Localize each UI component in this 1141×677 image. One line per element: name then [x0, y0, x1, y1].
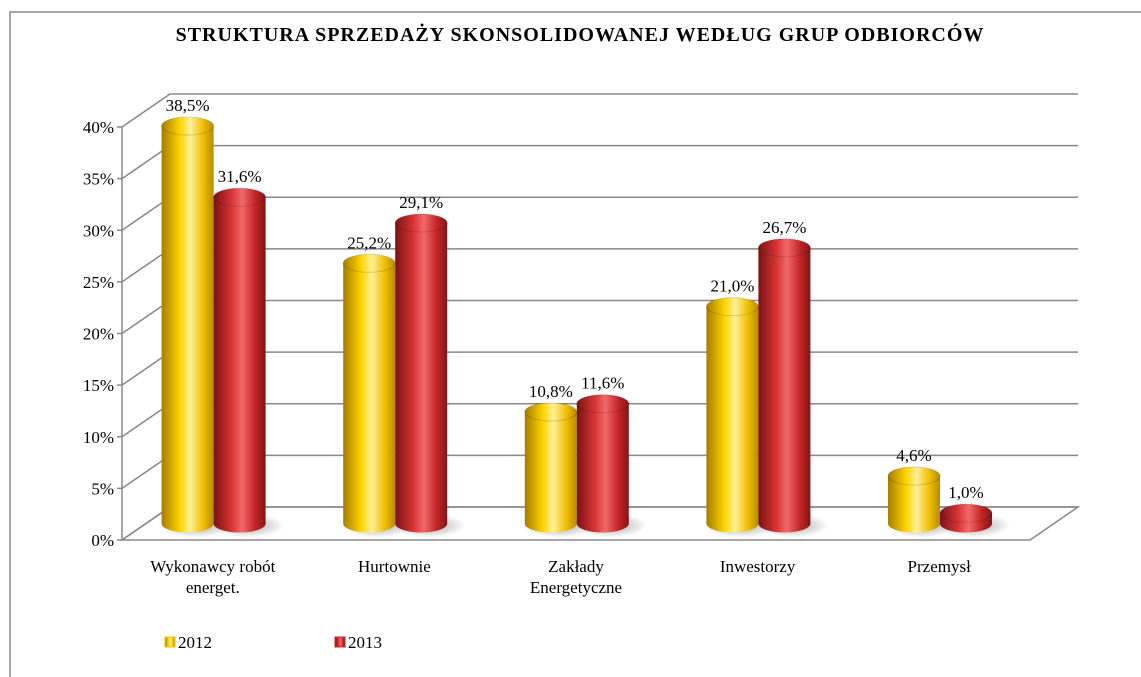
- chart-title: STRUKTURA SPRZEDAŻY SKONSOLIDOWANEJ WEDŁ…: [175, 24, 985, 46]
- value-label: 26,7%: [762, 218, 806, 237]
- y-tick-label: 15%: [83, 376, 114, 395]
- y-tick-label: 40%: [83, 118, 114, 137]
- bar-top: [757, 238, 811, 258]
- bar: [343, 263, 396, 533]
- value-label: 31,6%: [218, 167, 262, 186]
- value-label: 29,1%: [399, 193, 443, 212]
- x-tick-label: Inwestorzy: [719, 557, 796, 576]
- x-tick-label: Zakłady Energetyczne: [529, 557, 623, 597]
- bar-top: [213, 187, 267, 207]
- bar: [576, 403, 629, 533]
- bar: [161, 125, 214, 533]
- legend-label: 2013: [348, 633, 382, 652]
- chart-border: [9, 11, 1141, 677]
- x-tick-label: Hurtownie: [358, 557, 431, 576]
- legend-label: 2012: [178, 633, 212, 652]
- value-label: 10,8%: [529, 382, 573, 401]
- y-tick-label: 10%: [83, 428, 114, 447]
- bar-top: [939, 503, 993, 523]
- value-label: 21,0%: [710, 277, 754, 296]
- bar: [888, 476, 940, 533]
- bar-top: [705, 297, 759, 317]
- y-tick-label: 35%: [83, 170, 114, 189]
- bar-top: [887, 466, 941, 486]
- legend-swatch: [334, 636, 346, 648]
- bar-top: [394, 213, 448, 233]
- bar-top: [161, 116, 215, 136]
- bar-top: [342, 253, 396, 273]
- value-label: 4,6%: [896, 446, 931, 465]
- value-label: 38,5%: [166, 96, 210, 115]
- value-label: 1,0%: [948, 483, 983, 502]
- y-tick-label: 30%: [83, 221, 114, 240]
- y-tick-label: 5%: [91, 479, 114, 498]
- bar-top: [524, 402, 578, 422]
- grid-line: [121, 93, 1078, 128]
- y-tick-label: 20%: [83, 325, 114, 344]
- y-tick-label: 0%: [91, 531, 114, 550]
- bar: [395, 223, 448, 533]
- legend-swatch: [164, 636, 176, 648]
- x-tick-label: Wykonawcy robót energet.: [150, 557, 276, 597]
- bar: [213, 197, 266, 533]
- x-tick-label: Przemysł: [907, 557, 971, 576]
- bar-top: [576, 394, 630, 414]
- bar: [706, 306, 759, 533]
- bar: [758, 247, 811, 533]
- value-label: 25,2%: [347, 233, 391, 252]
- y-tick-label: 25%: [83, 273, 114, 292]
- value-label: 11,6%: [581, 374, 624, 393]
- bar: [524, 411, 577, 533]
- grid-line: [121, 144, 1078, 180]
